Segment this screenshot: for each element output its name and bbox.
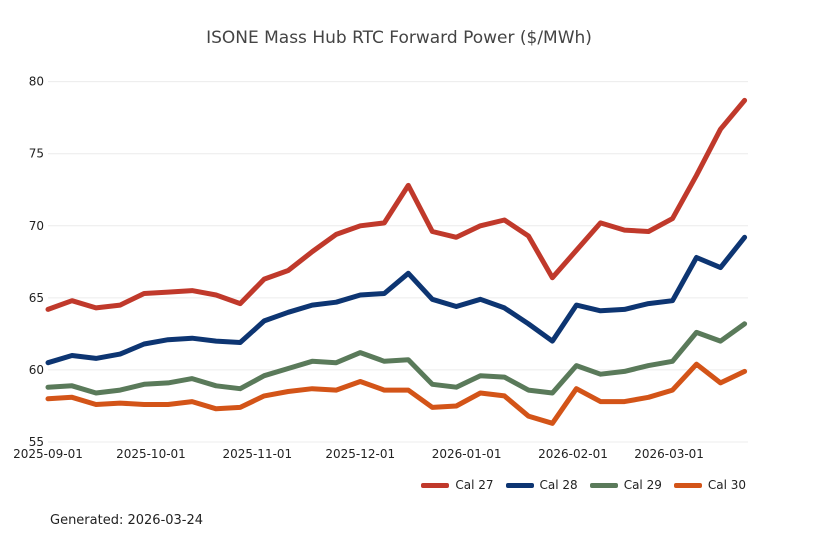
x-tick-label: 2026-02-01	[538, 447, 608, 461]
legend-swatch	[421, 482, 450, 488]
x-tick-label: 2025-11-01	[222, 447, 292, 461]
x-tick-label: 2025-12-01	[325, 447, 395, 461]
series-line-cal-28	[45, 234, 748, 366]
generated-date: Generated: 2026-03-24	[50, 513, 204, 528]
series-line-cal-30	[45, 361, 748, 426]
legend-item-cal-28: Cal 28	[505, 478, 578, 492]
legend-label: Cal 28	[539, 478, 578, 492]
legend-label: Cal 29	[623, 478, 662, 492]
y-tick-label: 70	[29, 219, 44, 233]
legend-swatch	[505, 482, 534, 488]
legend-swatch	[589, 482, 618, 488]
chart-title: ISONE Mass Hub RTC Forward Power ($/MWh)	[206, 28, 592, 48]
x-tick-label: 2026-03-01	[634, 447, 704, 461]
y-tick-label: 65	[29, 291, 44, 305]
legend-label: Cal 30	[707, 478, 746, 492]
series-line-cal-29	[45, 321, 748, 396]
x-tick-label: 2025-09-01	[13, 447, 83, 461]
legend-item-cal-30: Cal 30	[673, 478, 746, 492]
legend-item-cal-27: Cal 27	[421, 478, 494, 492]
y-tick-label: 75	[29, 147, 44, 161]
legend-label: Cal 27	[455, 478, 494, 492]
x-tick-label: 2026-01-01	[432, 447, 502, 461]
legend-swatch	[673, 482, 702, 488]
y-tick-label: 60	[29, 363, 44, 377]
series-line-cal-27	[45, 97, 748, 312]
legend-item-cal-29: Cal 29	[589, 478, 662, 492]
x-tick-label: 2025-10-01	[116, 447, 186, 461]
y-tick-label: 80	[29, 75, 44, 89]
chart-legend: Cal 27 Cal 28 Cal 29 Cal 30	[421, 478, 746, 492]
y-tick-label: 55	[29, 435, 44, 449]
